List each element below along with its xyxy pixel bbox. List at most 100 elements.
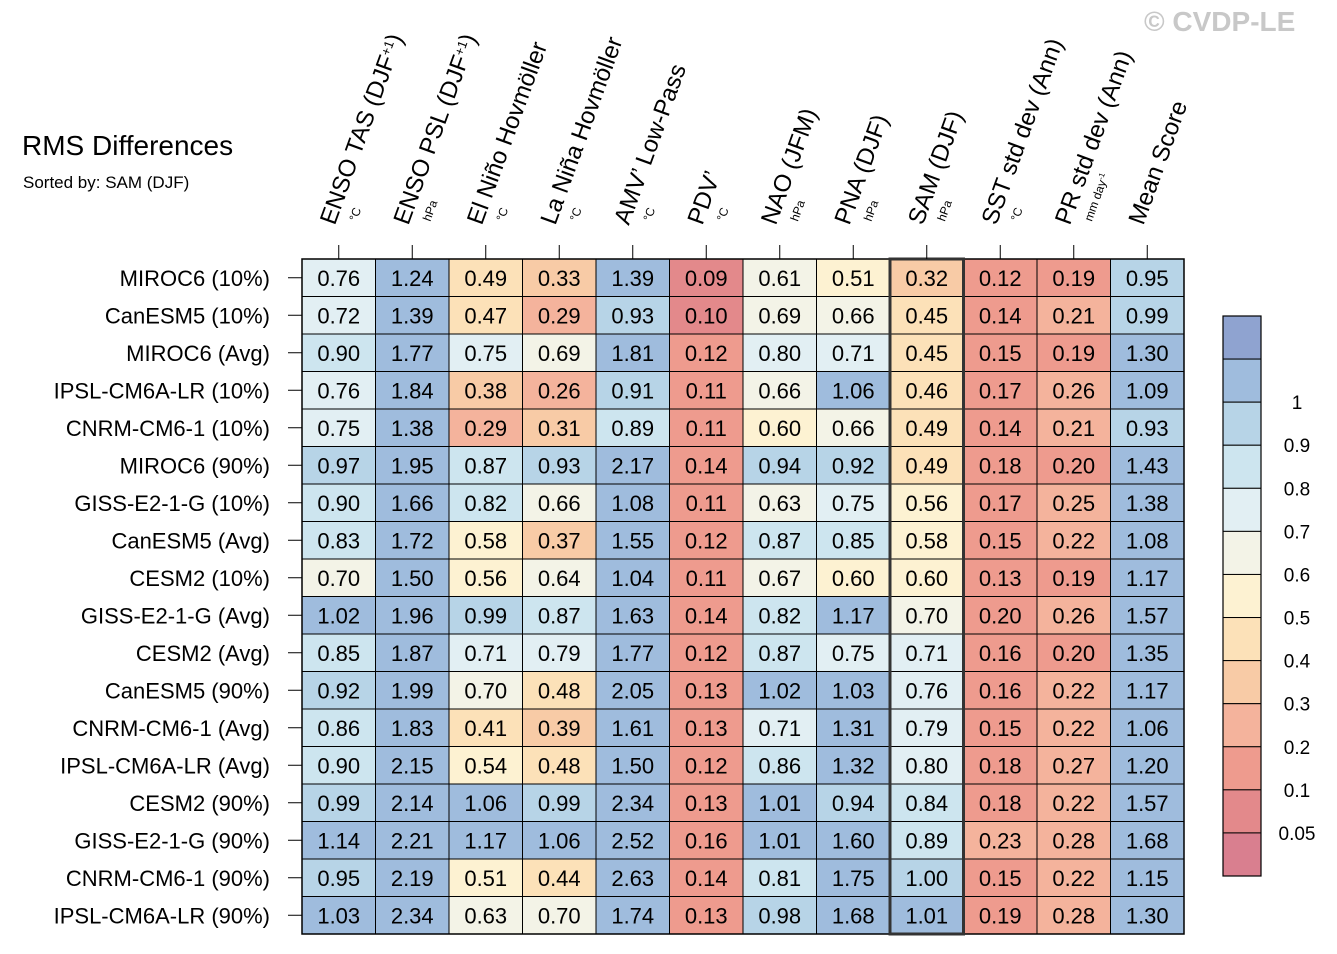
colorbar-label: 0.7: [1284, 522, 1310, 543]
cell-value-label: 0.66: [758, 378, 801, 403]
cell-value-label: 2.34: [391, 903, 434, 928]
row-label: CNRM-CM6-1 (10%): [66, 416, 270, 441]
colorbar-label: 1: [1292, 393, 1303, 414]
cell-value-label: 1.02: [317, 603, 360, 628]
cell-value-label: 0.87: [758, 641, 801, 666]
cell-value-label: 1.72: [391, 528, 434, 553]
cell-value-label: 0.70: [905, 603, 948, 628]
heatmap-cell: [742, 446, 817, 485]
cell-value-label: 1.06: [832, 378, 875, 403]
cell-value-label: 0.91: [611, 378, 654, 403]
row-label: CNRM-CM6-1 (Avg): [72, 716, 270, 741]
cell-value-label: 0.13: [685, 903, 728, 928]
cell-value-label: 0.75: [832, 641, 875, 666]
svg-text:PNA (DJF): PNA (DJF): [830, 111, 895, 228]
cell-value-label: 0.86: [317, 716, 360, 741]
heatmap-cell: [669, 521, 744, 560]
colorbar-swatch: [1222, 746, 1262, 791]
heatmap-cell: [522, 896, 597, 935]
colorbar-swatch: [1222, 487, 1262, 532]
heatmap-cell: [375, 633, 450, 672]
colorbar-label: 0.8: [1284, 479, 1310, 500]
cell-value-label: 0.71: [464, 641, 507, 666]
heatmap-cell: [522, 521, 597, 560]
cell-value-label: 1.02: [758, 678, 801, 703]
watermark: © CVDP-LE: [1144, 6, 1296, 37]
cell-value-label: 0.46: [905, 378, 948, 403]
cell-value-label: 0.86: [758, 753, 801, 778]
heatmap-cell: [301, 671, 376, 710]
cell-value-label: 0.11: [686, 566, 727, 591]
cell-value-label: 1.87: [391, 641, 434, 666]
cell-value-label: 0.15: [979, 341, 1022, 366]
row-label: CanESM5 (90%): [105, 678, 270, 703]
cell-value-label: 0.87: [464, 453, 507, 478]
heatmap-cell: [816, 596, 891, 635]
cell-value-label: 1.06: [1126, 716, 1169, 741]
heatmap-cell: [816, 258, 891, 297]
colorbar-label: 0.2: [1284, 738, 1310, 759]
heatmap-cell: [301, 708, 376, 747]
heatmap-cell: [595, 521, 670, 560]
heatmap-cell: [1036, 896, 1111, 935]
colorbar-swatch: [1222, 358, 1262, 403]
heatmap-cell: [1110, 408, 1185, 447]
cell-value-label: 0.90: [317, 753, 360, 778]
heatmap-cell: [669, 746, 744, 785]
cell-value-label: 0.51: [464, 866, 507, 891]
cell-value-label: 0.14: [685, 453, 728, 478]
cell-value-label: 0.25: [1052, 491, 1095, 516]
heatmap-cell: [301, 558, 376, 597]
heatmap-cell: [301, 783, 376, 822]
row-label: CESM2 (Avg): [136, 641, 270, 666]
heatmap-cell: [889, 296, 964, 335]
cell-value-label: 1.74: [611, 903, 654, 928]
cell-value-label: 1.96: [391, 603, 434, 628]
cell-value-label: 0.92: [317, 678, 360, 703]
heatmap-cell: [448, 371, 523, 410]
svg-text:SST std dev (Ann): SST std dev (Ann): [977, 35, 1069, 228]
heatmap-cell: [595, 671, 670, 710]
heatmap-cell: [522, 783, 597, 822]
cell-value-label: 0.64: [538, 566, 581, 591]
cell-value-label: 0.14: [979, 416, 1022, 441]
heatmap-cell: [375, 258, 450, 297]
cell-value-label: 1.50: [611, 753, 654, 778]
cell-value-label: 0.49: [464, 266, 507, 291]
heatmap-cell: [301, 333, 376, 372]
colorbar-label: 0.6: [1284, 565, 1310, 586]
cell-value-label: 0.85: [832, 528, 875, 553]
cell-value-label: 0.93: [538, 453, 581, 478]
heatmap-cell: [669, 371, 744, 410]
heatmap-cell: [816, 521, 891, 560]
colorbar-swatch: [1222, 832, 1262, 877]
cell-value-label: 0.69: [758, 303, 801, 328]
heatmap-cell: [742, 596, 817, 635]
cell-value-label: 2.19: [391, 866, 434, 891]
heatmap-cell: [1036, 671, 1111, 710]
heatmap-cell: [522, 746, 597, 785]
column-unit-label: hPa: [861, 198, 882, 223]
svg-text:hPa: hPa: [420, 198, 441, 223]
heatmap-cell: [595, 708, 670, 747]
cell-value-label: 0.19: [1052, 566, 1095, 591]
heatmap-cell: [889, 708, 964, 747]
cell-value-label: 1.68: [832, 903, 875, 928]
heatmap-cell: [301, 408, 376, 447]
cell-value-label: 0.97: [317, 453, 360, 478]
cell-value-label: 0.75: [832, 491, 875, 516]
cell-value-label: 0.20: [1052, 641, 1095, 666]
heatmap-cell: [375, 371, 450, 410]
heatmap-cell: [301, 821, 376, 860]
heatmap-cell: [669, 596, 744, 635]
row-label: CanESM5 (Avg): [111, 528, 270, 553]
heatmap-cell: [301, 371, 376, 410]
colorbar-label: 0.1: [1284, 781, 1310, 802]
heatmap-cell: [1036, 446, 1111, 485]
heatmap-cell: [1110, 671, 1185, 710]
column-unit-label: °C: [1008, 205, 1026, 223]
colorbar-swatch: [1222, 789, 1262, 834]
heatmap-cell: [742, 746, 817, 785]
heatmap-cell: [889, 821, 964, 860]
